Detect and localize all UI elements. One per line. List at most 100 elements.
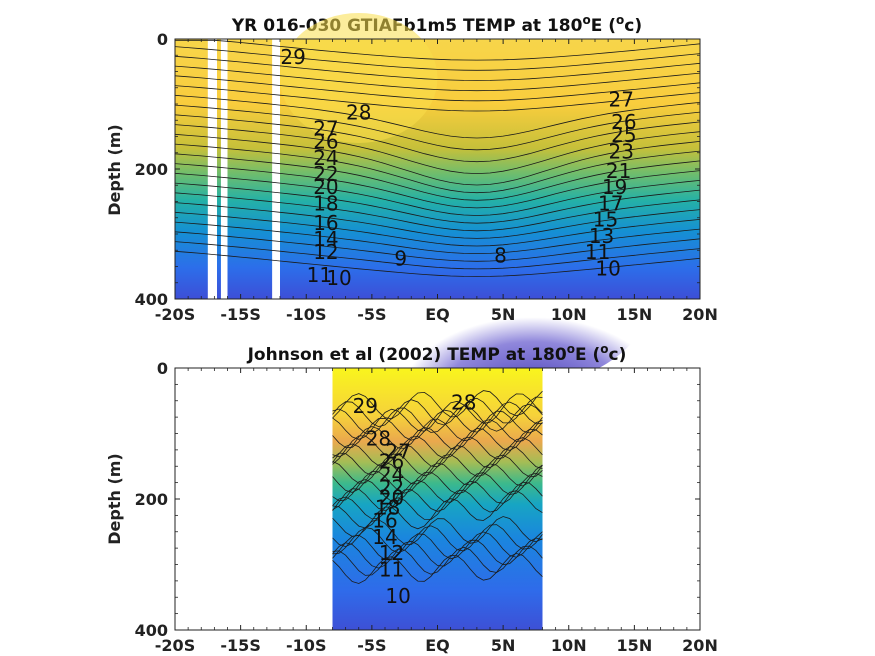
x-tick-label: -20S bbox=[155, 636, 195, 655]
isotherm-label: 12 bbox=[379, 541, 404, 565]
panel-johnson-temp: Johnson et al (2002) TEMP at 180oE (oc) … bbox=[105, 342, 718, 655]
isotherm-label: 11 bbox=[585, 240, 610, 264]
isotherm-label: 26 bbox=[313, 130, 338, 154]
isotherm-line bbox=[332, 516, 543, 548]
isotherm-line bbox=[332, 417, 543, 465]
x-tick-label: 5N bbox=[491, 305, 516, 324]
x-tick-label: -10S bbox=[286, 305, 326, 324]
isotherm-line bbox=[174, 124, 701, 175]
panel2-y-axis-label: Depth (m) bbox=[105, 453, 124, 545]
isotherm-line bbox=[174, 46, 701, 71]
isotherm-line bbox=[175, 39, 701, 61]
x-tick-label: -5S bbox=[357, 636, 386, 655]
isotherm-line bbox=[174, 85, 701, 112]
x-tick-label: 10N bbox=[551, 636, 587, 655]
x-tick-label: -5S bbox=[357, 305, 386, 324]
isotherm-line bbox=[174, 221, 701, 255]
isotherm-line bbox=[174, 75, 701, 102]
isotherm-line bbox=[174, 94, 701, 139]
panel1-temperature-field bbox=[175, 13, 700, 390]
title-tail: E ( bbox=[575, 345, 600, 365]
panel1-title: YR 016-030 GTIAFb1m5 TEMP at 180oE (oc) bbox=[231, 13, 642, 36]
isotherm-label: 18 bbox=[313, 191, 338, 215]
isotherm-line bbox=[332, 403, 543, 435]
y-tick-label: 400 bbox=[135, 621, 168, 640]
isotherm-label: 14 bbox=[313, 227, 338, 251]
isotherm-label: 29 bbox=[353, 394, 378, 418]
x-tick-label: -20S bbox=[155, 305, 195, 324]
panel2-contours bbox=[332, 390, 543, 584]
isotherm-label: 24 bbox=[379, 463, 404, 487]
title-unit-sup: o bbox=[616, 13, 624, 27]
y-tick-label: 0 bbox=[157, 359, 168, 378]
isotherm-label: 8 bbox=[494, 243, 507, 267]
isotherm-label: 13 bbox=[589, 224, 614, 248]
isotherm-line bbox=[332, 390, 543, 420]
isotherm-line bbox=[332, 401, 543, 449]
y-tick-label: 0 bbox=[157, 30, 168, 49]
isotherm-label: 20 bbox=[313, 175, 338, 199]
isotherm-label: 10 bbox=[385, 584, 410, 608]
isotherm-line bbox=[174, 202, 701, 239]
isotherm-label: 14 bbox=[372, 525, 397, 549]
isotherm-line bbox=[174, 172, 701, 216]
isotherm-line bbox=[332, 396, 543, 428]
missing-data-column bbox=[220, 39, 228, 299]
y-tick-label: 200 bbox=[135, 160, 168, 179]
isotherm-label: 10 bbox=[326, 266, 351, 290]
missing-data-column bbox=[207, 39, 217, 299]
isotherm-line bbox=[332, 464, 543, 512]
panel2-temperature-field bbox=[175, 368, 700, 630]
isotherm-label: 28 bbox=[366, 427, 391, 451]
panel2-axes: -20S -15S -10S -5S EQ 5N 10N 15N 20N 0 200 400 bbox=[135, 359, 718, 655]
isotherm-line bbox=[332, 524, 543, 555]
isotherm-line bbox=[174, 192, 701, 232]
isotherm-line bbox=[332, 410, 543, 458]
title-unit-sup: o bbox=[600, 342, 608, 356]
isotherm-label: 21 bbox=[606, 159, 631, 183]
isotherm-label: 23 bbox=[609, 139, 634, 163]
isotherm-line bbox=[174, 65, 701, 92]
isotherm-label: 11 bbox=[307, 263, 332, 287]
x-tick-label: 5N bbox=[491, 636, 516, 655]
x-tick-label: -10S bbox=[286, 636, 326, 655]
isotherm-label: 26 bbox=[611, 110, 636, 134]
isotherm-label: 22 bbox=[313, 162, 338, 186]
x-tick-label: EQ bbox=[425, 305, 450, 324]
panel2-title: Johnson et al (2002) TEMP at 180oE (oc) bbox=[247, 342, 627, 365]
isotherm-label: 19 bbox=[602, 175, 627, 199]
isotherm-label: 16 bbox=[372, 508, 397, 532]
title-tail: E ( bbox=[591, 16, 616, 36]
isotherm-line bbox=[332, 472, 543, 520]
isotherm-line bbox=[332, 393, 543, 440]
y-tick-label: 200 bbox=[135, 490, 168, 509]
isotherm-line bbox=[174, 143, 701, 194]
title-text: Johnson et al (2002) TEMP at 180 bbox=[247, 345, 567, 365]
isotherm-label: 27 bbox=[609, 87, 634, 111]
x-tick-label: -15S bbox=[220, 305, 260, 324]
isotherm-label: 27 bbox=[313, 117, 338, 141]
x-tick-label: 20N bbox=[682, 305, 718, 324]
temperature-field bbox=[332, 368, 543, 630]
isotherm-line bbox=[174, 153, 701, 201]
isotherm-line bbox=[332, 463, 543, 511]
isotherm-line bbox=[174, 104, 701, 151]
isotherm-label: 18 bbox=[375, 495, 400, 519]
title-degree-sup: o bbox=[567, 342, 575, 356]
y-tick-label: 400 bbox=[135, 290, 168, 309]
x-tick-label: 15N bbox=[617, 636, 653, 655]
isotherm-label: 17 bbox=[598, 191, 623, 215]
isotherm-line bbox=[174, 163, 701, 209]
isotherm-line bbox=[174, 182, 701, 224]
isotherm-label: 28 bbox=[346, 100, 371, 124]
isotherm-label: 22 bbox=[379, 476, 404, 500]
title-unit: c) bbox=[624, 16, 642, 36]
isotherm-label: 12 bbox=[313, 240, 338, 264]
title-degree-sup: o bbox=[582, 13, 590, 27]
isotherm-line bbox=[332, 454, 543, 502]
x-tick-label: 15N bbox=[617, 305, 653, 324]
missing-data-column bbox=[272, 39, 280, 299]
title-unit: c) bbox=[609, 345, 627, 365]
